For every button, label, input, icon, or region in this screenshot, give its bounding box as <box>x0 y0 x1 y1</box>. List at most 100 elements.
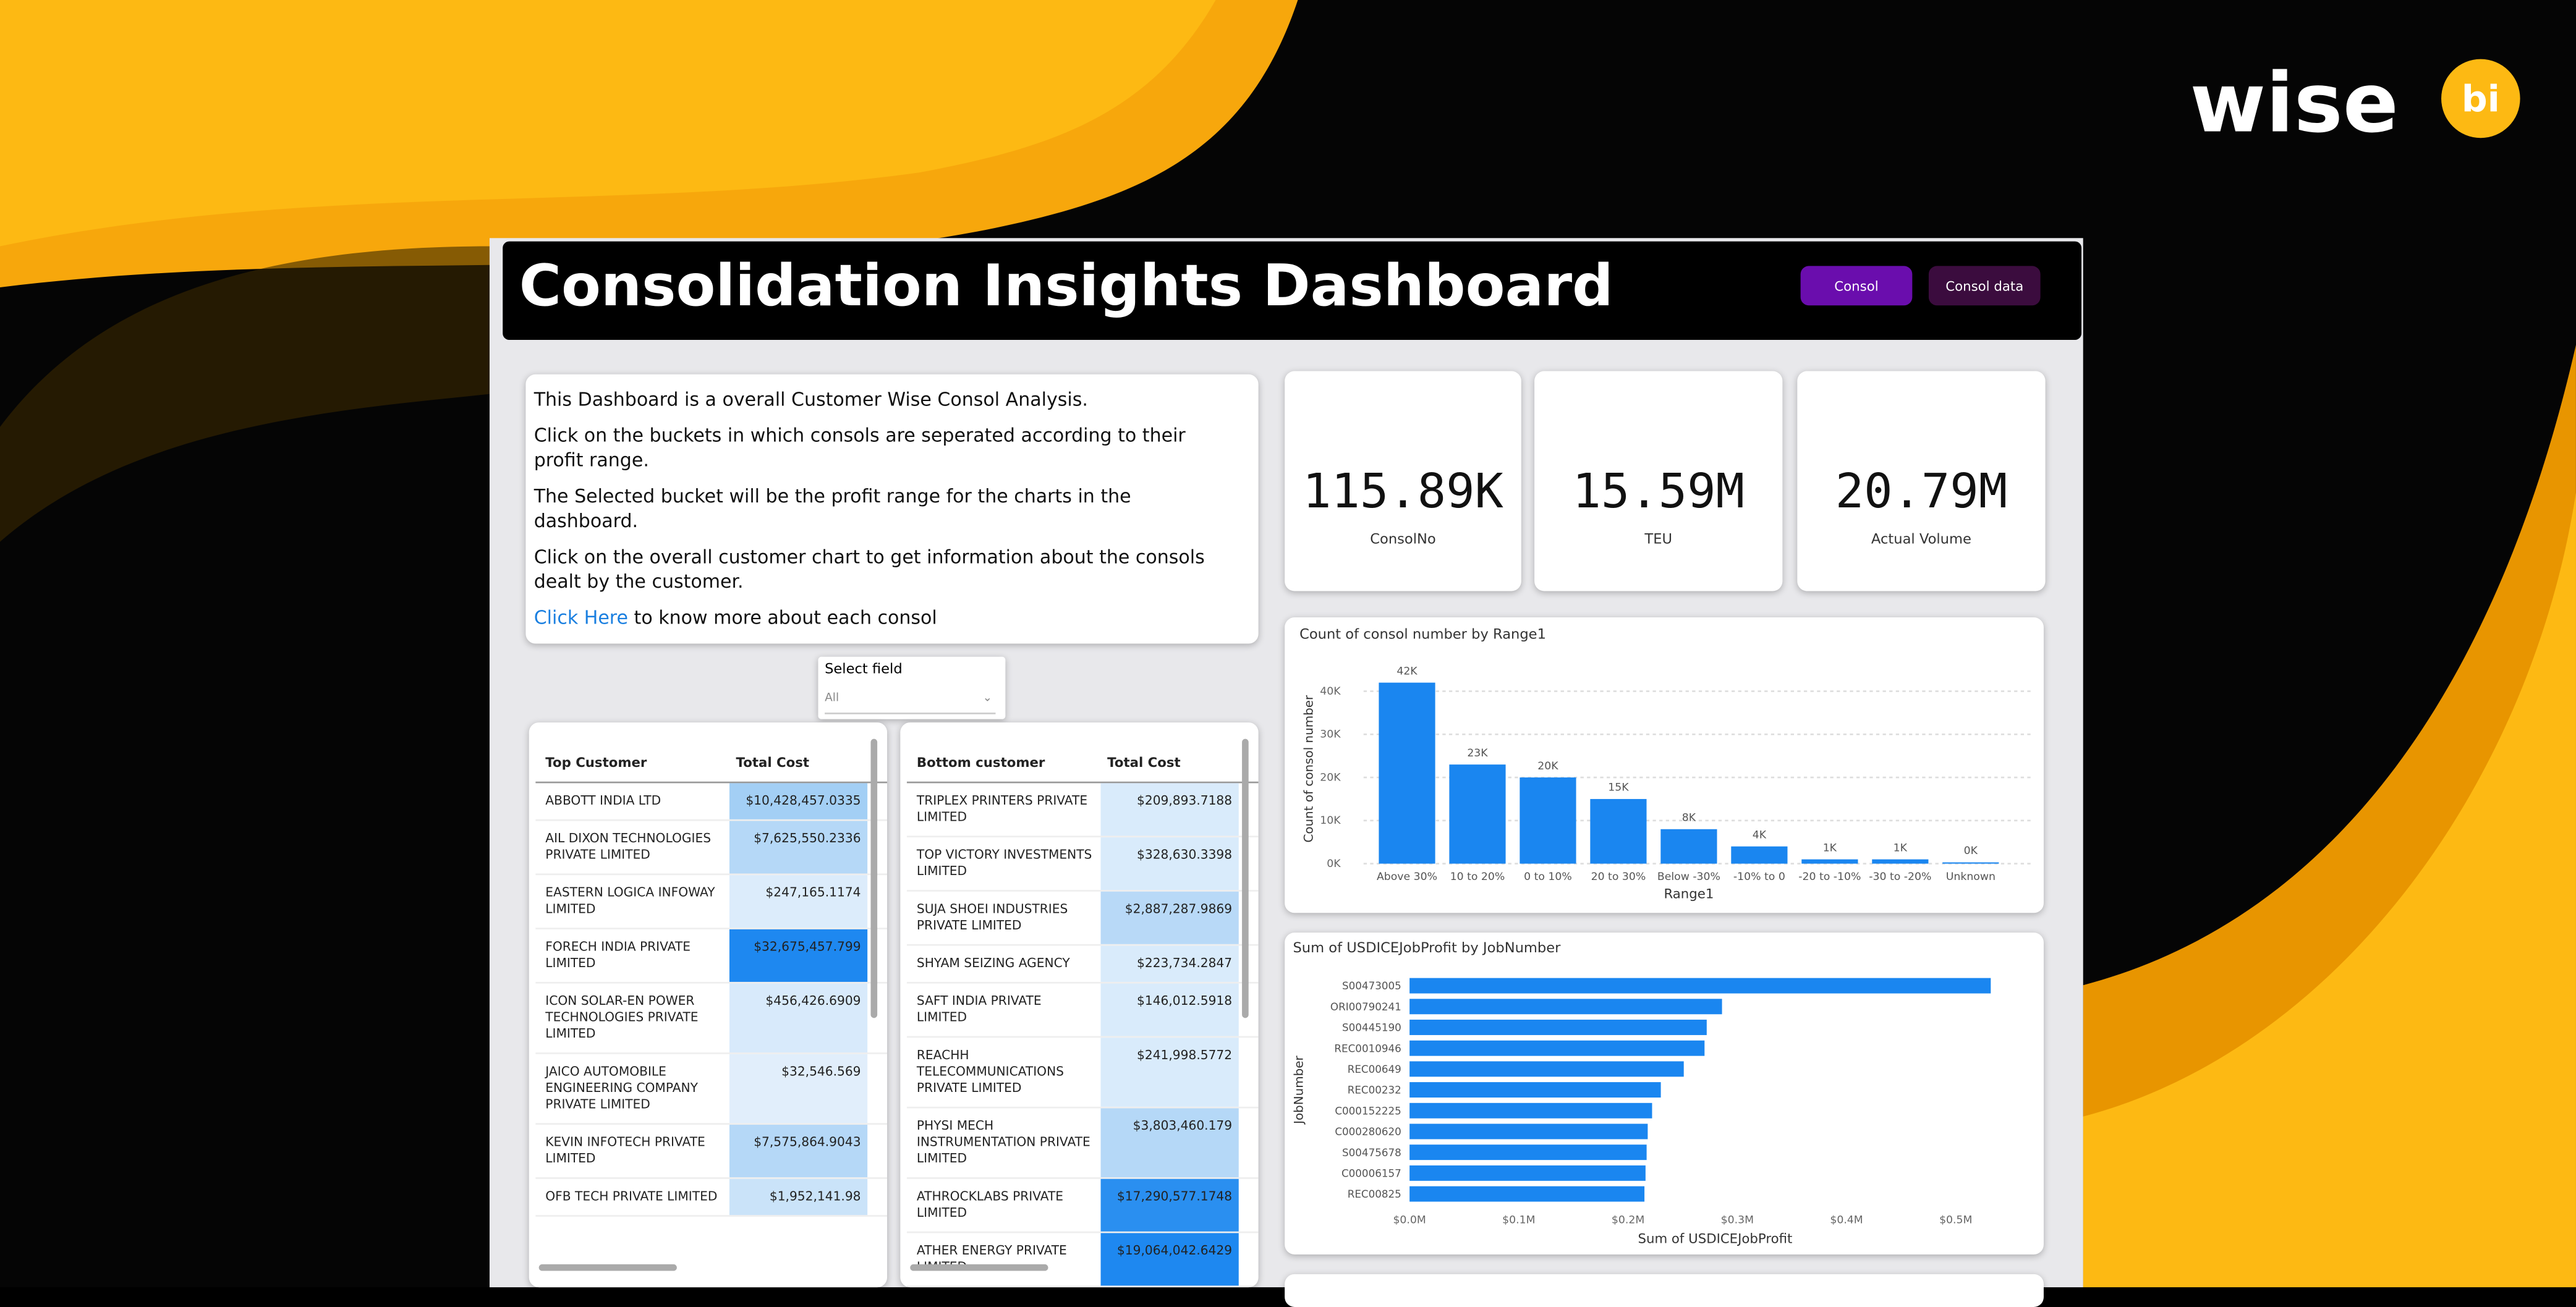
x-tick-label: -30 to -20% <box>1869 871 1931 883</box>
table-row: REACHH TELECOMMUNICATIONS PRIVATE LIMITE… <box>906 1038 1259 1109</box>
kpi-label: TEU <box>1644 531 1673 549</box>
customer-name: OFB TECH PRIVATE LIMITED <box>545 1188 718 1204</box>
kpi-card: 20.79M Actual Volume <box>1797 371 2046 591</box>
kpi-value: 15.59M <box>1572 463 1745 519</box>
x-tick-label: 10 to 20% <box>1450 871 1505 883</box>
customer-name: JAICO AUTOMOBILE ENGINEERING COMPANY PRI… <box>545 1064 698 1112</box>
bar <box>1409 1040 1705 1056</box>
value-label: 20K <box>1537 760 1558 772</box>
paragraph: Click on the overall customer chart to g… <box>533 546 1205 593</box>
chart-title: Count of consol number by Range1 <box>1299 627 1546 643</box>
bar <box>1409 1061 1684 1077</box>
table-row: SUJA SHOEI INDUSTRIES PRIVATE LIMITED $2,… <box>906 891 1259 946</box>
kpi-label: Actual Volume <box>1871 531 1971 549</box>
y-tick-label: C000152225 <box>1335 1104 1401 1117</box>
bar <box>1520 777 1576 864</box>
total-cost: $2,887,287.9869 <box>1100 891 1239 944</box>
brand-badge: bi <box>2462 78 2500 121</box>
customer-name: ATHROCKLABS PRIVATE LIMITED <box>916 1188 1064 1220</box>
table-row: OFB TECH PRIVATE LIMITED $1,952,141.98 <box>535 1178 888 1217</box>
bar <box>1590 798 1647 864</box>
table-card: Top Customer Total Cost ABBOTT INDIA LTD $1… <box>529 722 888 1288</box>
filter-label: Select field <box>825 661 903 679</box>
total-cost: $209,893.7188 <box>1100 783 1239 836</box>
filter-dropdown[interactable]: All ⌄ <box>825 691 996 714</box>
table-row: EASTERN LOGICA INFOWAY LIMITED $247,165.1… <box>535 875 888 929</box>
x-tick-label: $0.1M <box>1502 1214 1535 1226</box>
table-row: ICON SOLAR-EN POWER TECHNOLOGIES PRIVATE… <box>535 983 888 1054</box>
value-label: 4K <box>1753 829 1767 841</box>
y-tick-label: ORI00790241 <box>1330 1000 1401 1013</box>
nav-button[interactable]: Consol data <box>1928 266 2041 306</box>
brand-name: wise <box>2190 56 2399 151</box>
y-tick-label: 20K <box>1320 771 1341 784</box>
y-tick-label: REC00649 <box>1348 1063 1401 1075</box>
y-tick-label: S00445190 <box>1342 1021 1401 1034</box>
filter: Select field All ⌄ <box>818 656 1006 719</box>
bar <box>1801 859 1858 864</box>
kpi-value: 115.89K <box>1303 463 1503 519</box>
scrollbar <box>870 738 878 1018</box>
bar <box>1409 1144 1647 1161</box>
total-cost: $223,734.2847 <box>1100 945 1239 982</box>
customer-name: SUJA SHOEI INDUSTRIES PRIVATE LIMITED <box>916 901 1068 933</box>
value-label: 8K <box>1682 812 1696 824</box>
value-label: 42K <box>1396 665 1418 677</box>
customer-name: AIL DIXON TECHNOLOGIES PRIVATE LIMITED <box>545 831 712 862</box>
customer-name: TRIPLEX PRINTERS PRIVATE LIMITED <box>916 793 1088 824</box>
bar <box>1409 1165 1646 1181</box>
bar <box>1409 1102 1652 1119</box>
total-cost: $32,675,457.799 <box>729 929 868 982</box>
table-row: SAFT INDIA PRIVATE LIMITED $146,012.5918 <box>906 983 1259 1038</box>
column-header: Bottom customer <box>916 755 1045 771</box>
y-tick-label: 10K <box>1320 814 1341 827</box>
value-label: 15K <box>1608 782 1629 794</box>
total-cost: $7,625,550.2336 <box>729 821 868 874</box>
scrollbar-h <box>910 1264 1048 1271</box>
x-tick-label: $0.2M <box>1612 1214 1644 1226</box>
y-tick-label: S00473005 <box>1342 979 1401 992</box>
customer-name: ICON SOLAR-EN POWER TECHNOLOGIES PRIVATE… <box>545 993 699 1041</box>
bar <box>1409 978 1991 994</box>
total-cost: $19,064,042.6429 <box>1100 1233 1239 1286</box>
customer-name: KEVIN INFOTECH PRIVATE LIMITED <box>545 1134 705 1166</box>
bar <box>1379 682 1435 864</box>
table-row: ABBOTT INDIA LTD $10,428,457.0335 <box>535 783 888 821</box>
table-row: FORECH INDIA PRIVATE LIMITED $32,675,457.… <box>535 929 888 984</box>
table-row: SHYAM SEIZING AGENCY $223,734.2847 <box>906 945 1259 984</box>
link[interactable]: Click Here <box>533 607 628 629</box>
table-header: Top Customer Total Cost <box>535 745 888 784</box>
dashboard-title: Consolidation Insights Dashboard <box>519 254 1613 321</box>
customer-name: PHYSI MECH INSTRUMENTATION PRIVATE LIMIT… <box>916 1118 1090 1166</box>
x-tick-label: Unknown <box>1946 871 1996 883</box>
filter-value: All <box>825 691 840 704</box>
x-tick-label: -20 to -10% <box>1798 871 1861 883</box>
y-tick-label: 40K <box>1320 685 1341 698</box>
y-tick-label: S00475678 <box>1342 1146 1401 1159</box>
y-tick-label: C00006157 <box>1341 1167 1401 1179</box>
total-cost: $17,290,577.1748 <box>1100 1178 1239 1232</box>
bar <box>1872 859 1929 864</box>
total-cost: $1,952,141.98 <box>729 1178 868 1216</box>
bar <box>1409 1186 1645 1202</box>
x-tick-label: Above 30% <box>1377 871 1437 883</box>
customer-name: SHYAM SEIZING AGENCY <box>916 955 1070 971</box>
total-cost: $10,428,457.0335 <box>729 783 868 819</box>
bar <box>1409 1123 1648 1140</box>
customer-name: FORECH INDIA PRIVATE LIMITED <box>545 939 691 971</box>
customer-name: ABBOTT INDIA LTD <box>545 793 661 808</box>
value-label: 0K <box>1964 845 1978 857</box>
kpi-label: ConsolNo <box>1370 531 1436 549</box>
kpi-value: 20.79M <box>1835 463 2008 519</box>
x-tick-label: $0.3M <box>1721 1214 1754 1226</box>
column-header: Top Customer <box>545 755 647 771</box>
link-text: to know more about each consol <box>634 607 937 629</box>
total-cost: $32,546.569 <box>729 1054 868 1123</box>
y-tick-label: REC00232 <box>1348 1084 1401 1096</box>
value-label: 1K <box>1894 842 1908 854</box>
nav-button[interactable]: Consol <box>1800 266 1913 306</box>
x-tick-label: $0.0M <box>1393 1214 1426 1226</box>
x-axis-label: Range1 <box>1664 886 1714 902</box>
y-tick-label: 30K <box>1320 729 1341 741</box>
table-row: AIL DIXON TECHNOLOGIES PRIVATE LIMITED $7… <box>535 821 888 876</box>
